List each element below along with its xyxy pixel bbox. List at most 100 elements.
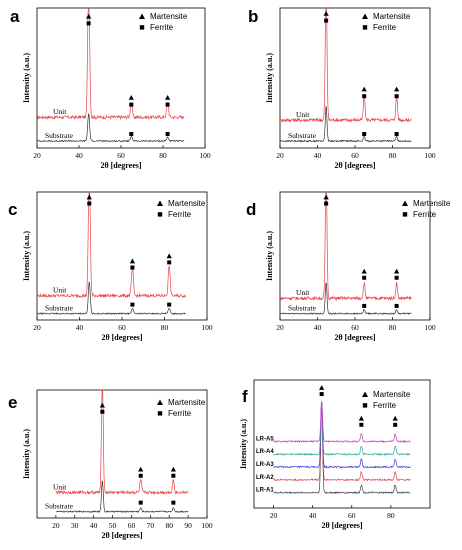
x-axis-label: 2θ [degrees] — [334, 333, 375, 342]
legend-label: Ferrite — [373, 401, 397, 410]
series-line-lr-a5 — [273, 401, 411, 444]
ferrite-marker — [324, 18, 329, 23]
legend-triangle-icon — [157, 200, 163, 206]
panel-letter: d — [246, 200, 256, 219]
x-tick-label: 80 — [161, 323, 169, 332]
series-label: Unit — [53, 286, 67, 295]
plot-frame — [253, 379, 431, 509]
panel-f: f 20 40 60 80 2θ [degrees] Intensity (a.u.) LR-… — [239, 379, 431, 530]
x-tick-label: 20 — [270, 511, 278, 520]
x-tick-label: 20 — [276, 151, 284, 160]
x-tick-label: 100 — [199, 151, 211, 160]
series-line-unit — [36, 7, 185, 121]
x-tick-label: 20 — [52, 521, 60, 530]
x-tick-label: 40 — [90, 521, 98, 530]
series-line-unit — [36, 191, 187, 299]
martensite-marker — [323, 11, 329, 16]
ferrite-marker — [167, 260, 172, 265]
x-tick-label: 100 — [201, 323, 213, 332]
series-line-lr-a2 — [273, 402, 411, 482]
series-line-substrate — [36, 281, 186, 316]
x-axis-label: 2θ [degrees] — [100, 161, 141, 170]
legend-label: Ferrite — [413, 210, 437, 219]
plot-frame — [279, 191, 431, 321]
y-axis-label: Intensity (a.u.) — [265, 53, 274, 103]
plot-frame — [279, 7, 431, 149]
x-tick-label: 60 — [348, 511, 356, 520]
panel-d: d 20 40 60 80 100 2θ [degrees] Intensity (a.u.)… — [246, 191, 451, 342]
x-tick-label: 30 — [71, 521, 79, 530]
martensite-marker — [99, 402, 105, 408]
x-tick-label: 80 — [165, 521, 173, 530]
legend-triangle-icon — [139, 13, 145, 19]
plot-frame — [36, 7, 206, 149]
martensite-marker — [166, 253, 172, 259]
ferrite-marker — [129, 102, 134, 107]
ferrite-marker — [324, 201, 329, 206]
series-label: Substrate — [45, 131, 74, 140]
ferrite-marker — [362, 275, 367, 280]
y-axis-label: Intensity (a.u.) — [265, 231, 274, 281]
ferrite-marker — [362, 94, 367, 99]
y-axis-label: Intensity (a.u.) — [22, 231, 31, 281]
ferrite-marker — [171, 500, 176, 505]
legend-label: Martensite — [168, 398, 206, 407]
legend-triangle-icon — [402, 200, 408, 206]
ferrite-marker — [394, 275, 399, 280]
panel-c: c 20 40 60 80 100 2θ [degrees] Intensity (a.u.)… — [8, 191, 213, 342]
series-label: Substrate — [288, 304, 317, 313]
ferrite-marker — [393, 422, 398, 427]
legend-label: Martensite — [413, 199, 451, 208]
x-tick-label: 20 — [33, 323, 41, 332]
series-label: Substrate — [45, 502, 74, 511]
ferrite-marker — [138, 500, 143, 505]
ferrite-marker — [129, 132, 134, 136]
x-tick-label: 60 — [117, 151, 125, 160]
x-tick-label: 60 — [128, 521, 136, 530]
x-tick-label: 90 — [184, 521, 192, 530]
x-tick-label: 60 — [351, 323, 359, 332]
panel-a: a 20 40 60 80 100 2θ [degrees] Intensity (a.u.)… — [10, 7, 211, 170]
legend-label: Martensite — [373, 12, 411, 21]
x-tick-label: 100 — [424, 151, 436, 160]
x-tick-label: 60 — [118, 323, 126, 332]
x-tick-label: 80 — [389, 323, 397, 332]
ferrite-marker — [130, 302, 135, 307]
legend-square-icon — [139, 25, 145, 30]
series-label: Unit — [53, 107, 67, 116]
legend-label: Ferrite — [168, 409, 192, 418]
y-axis-label: Intensity (a.u.) — [239, 419, 248, 469]
martensite-marker — [361, 268, 367, 274]
ferrite-marker — [319, 392, 324, 397]
x-tick-label: 40 — [314, 323, 322, 332]
ferrite-marker — [394, 132, 399, 136]
series-line-lr-a3 — [273, 402, 411, 469]
legend-label: Martensite — [168, 199, 206, 208]
martensite-marker — [394, 268, 400, 274]
series-label: Substrate — [288, 131, 317, 140]
ferrite-marker — [130, 265, 135, 270]
series-label: LR-A4 — [256, 449, 274, 455]
x-tick-label: 20 — [33, 151, 41, 160]
legend-label: Ferrite — [373, 23, 397, 32]
ferrite-marker — [165, 102, 170, 107]
martensite-marker — [358, 415, 364, 421]
martensite-marker — [129, 258, 136, 264]
ferrite-marker — [138, 473, 143, 478]
martensite-marker — [165, 95, 171, 100]
x-tick-label: 100 — [424, 323, 436, 332]
x-tick-label: 80 — [387, 511, 395, 520]
ferrite-marker — [362, 303, 367, 308]
martensite-marker — [86, 194, 92, 200]
series-line-substrate — [279, 282, 412, 315]
series-line-substrate — [279, 105, 412, 143]
legend-square-icon — [362, 403, 368, 408]
series-line-unit — [279, 191, 412, 301]
series-label: LR-A1 — [256, 488, 274, 494]
ferrite-marker — [362, 132, 367, 136]
y-axis-label: Intensity (a.u.) — [22, 53, 31, 103]
martensite-marker — [128, 95, 134, 100]
series-label: LR-A2 — [256, 475, 274, 481]
martensite-marker — [323, 194, 329, 200]
